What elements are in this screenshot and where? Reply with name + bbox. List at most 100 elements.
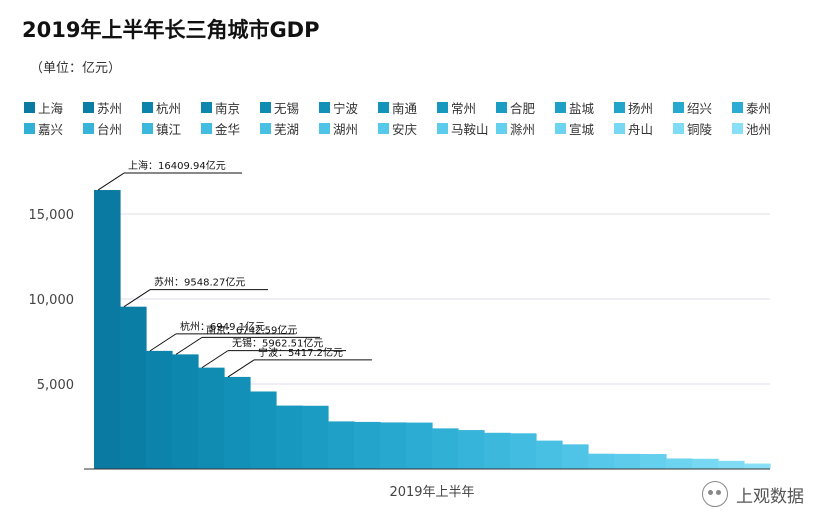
legend-item[interactable]: 上海 bbox=[24, 98, 82, 116]
legend-item[interactable]: 无锡 bbox=[260, 98, 318, 116]
legend-swatch bbox=[555, 101, 566, 113]
legend-swatch bbox=[260, 122, 271, 134]
legend-item[interactable]: 池州 bbox=[732, 119, 790, 137]
bar bbox=[588, 453, 615, 469]
y-tick-label: 10,000 bbox=[29, 293, 75, 308]
legend-swatch bbox=[732, 122, 743, 134]
legend-label: 安庆 bbox=[392, 121, 418, 137]
legend-item[interactable]: 泰州 bbox=[732, 98, 790, 116]
bar bbox=[224, 376, 251, 469]
legend-item[interactable]: 合肥 bbox=[496, 98, 554, 116]
annotation-leader bbox=[149, 333, 177, 352]
bar bbox=[640, 454, 667, 469]
legend-swatch bbox=[496, 122, 507, 134]
bar bbox=[120, 306, 147, 469]
bar bbox=[666, 458, 693, 469]
legend-swatch bbox=[437, 122, 448, 134]
legend-swatch bbox=[378, 101, 389, 113]
legend-label: 嘉兴 bbox=[38, 121, 64, 137]
unit-label: （单位：亿元） bbox=[30, 61, 122, 76]
bar bbox=[562, 444, 589, 469]
legend-label: 上海 bbox=[38, 100, 64, 116]
legend-swatch bbox=[142, 122, 153, 134]
legend-swatch bbox=[555, 122, 566, 134]
legend-label: 绍兴 bbox=[687, 100, 713, 116]
bar bbox=[94, 190, 121, 470]
legend-label: 马鞍山 bbox=[451, 121, 489, 137]
legend-label: 常州 bbox=[451, 100, 477, 116]
legend-label: 合肥 bbox=[510, 100, 536, 116]
legend-item[interactable]: 金华 bbox=[201, 119, 259, 137]
legend-item[interactable]: 南京 bbox=[201, 98, 259, 116]
legend-item[interactable]: 南通 bbox=[378, 98, 436, 116]
bar bbox=[536, 440, 563, 469]
legend-item[interactable]: 台州 bbox=[83, 119, 141, 137]
bar bbox=[328, 421, 355, 469]
legend-swatch bbox=[83, 101, 94, 113]
legend-item[interactable]: 滁州 bbox=[496, 119, 554, 137]
legend-item[interactable]: 舟山 bbox=[614, 119, 672, 137]
bar bbox=[718, 460, 745, 469]
legend-item[interactable]: 嘉兴 bbox=[24, 119, 82, 137]
chart-legend: 上海 苏州 杭州 南京 无锡 宁波 南通 常州 合肥 盐城 扬州 绍兴 泰州嘉兴 台州 镇江 金华 芜湖 湖州 安庆… bbox=[24, 98, 814, 137]
legend-swatch bbox=[673, 122, 684, 134]
y-tick-label: 15,000 bbox=[29, 208, 75, 223]
bar bbox=[146, 350, 173, 469]
legend-swatch bbox=[24, 122, 35, 134]
legend-label: 南京 bbox=[215, 100, 241, 116]
chart-title: 2019年上半年长三角城市GDP bbox=[22, 18, 320, 42]
annotation-leader bbox=[227, 359, 255, 378]
annotation-label: 杭州：6949.1亿元 bbox=[180, 320, 265, 333]
legend-swatch bbox=[732, 101, 743, 113]
legend-item[interactable]: 宁波 bbox=[319, 98, 377, 116]
watermark-label: 上观数据 bbox=[736, 486, 804, 507]
legend-item[interactable]: 苏州 bbox=[83, 98, 141, 116]
legend-swatch bbox=[24, 101, 35, 113]
legend-item[interactable]: 安庆 bbox=[378, 119, 436, 137]
bar bbox=[510, 433, 537, 469]
legend-item[interactable]: 杭州 bbox=[142, 98, 200, 116]
bar bbox=[406, 422, 433, 469]
legend-item[interactable]: 常州 bbox=[437, 98, 495, 116]
legend-item[interactable]: 盐城 bbox=[555, 98, 613, 116]
annotation-label: 无锡：5962.51亿元 bbox=[232, 337, 323, 350]
bar bbox=[484, 432, 511, 469]
bar bbox=[354, 421, 381, 469]
legend-label: 芜湖 bbox=[274, 121, 300, 137]
legend-swatch bbox=[319, 122, 330, 134]
legend-label: 舟山 bbox=[628, 121, 654, 137]
legend-swatch bbox=[614, 101, 625, 113]
annotation-label: 上海：16409.94亿元 bbox=[128, 159, 226, 172]
legend-item[interactable]: 马鞍山 bbox=[437, 119, 495, 137]
legend-label: 宁波 bbox=[333, 100, 359, 116]
annotation-leader bbox=[123, 289, 151, 308]
legend-swatch bbox=[201, 101, 212, 113]
legend-item[interactable]: 铜陵 bbox=[673, 119, 731, 137]
legend-item[interactable]: 宣城 bbox=[555, 119, 613, 137]
legend-item[interactable]: 湖州 bbox=[319, 119, 377, 137]
bar bbox=[172, 354, 199, 469]
legend-label: 湖州 bbox=[333, 121, 359, 137]
legend-label: 无锡 bbox=[274, 100, 300, 116]
bar bbox=[250, 391, 277, 469]
legend-label: 苏州 bbox=[97, 100, 123, 116]
legend-item[interactable]: 芜湖 bbox=[260, 119, 318, 137]
annotation-label: 南京：6742.59亿元 bbox=[206, 323, 297, 336]
wechat-icon bbox=[702, 481, 728, 507]
bar bbox=[614, 453, 641, 469]
legend-swatch bbox=[614, 122, 625, 134]
annotation-leader bbox=[201, 350, 229, 369]
legend-item[interactable]: 绍兴 bbox=[673, 98, 731, 116]
legend-swatch bbox=[437, 101, 448, 113]
legend-item[interactable]: 镇江 bbox=[142, 119, 200, 137]
legend-label: 滁州 bbox=[510, 121, 536, 137]
legend-label: 盐城 bbox=[569, 100, 595, 116]
bar bbox=[380, 422, 407, 469]
annotation-label: 宁波：5417.2亿元 bbox=[258, 346, 343, 359]
watermark: 上观数据 bbox=[702, 481, 804, 507]
legend-label: 镇江 bbox=[156, 121, 182, 137]
legend-label: 泰州 bbox=[746, 100, 772, 116]
legend-label: 池州 bbox=[746, 121, 772, 137]
legend-item[interactable]: 扬州 bbox=[614, 98, 672, 116]
